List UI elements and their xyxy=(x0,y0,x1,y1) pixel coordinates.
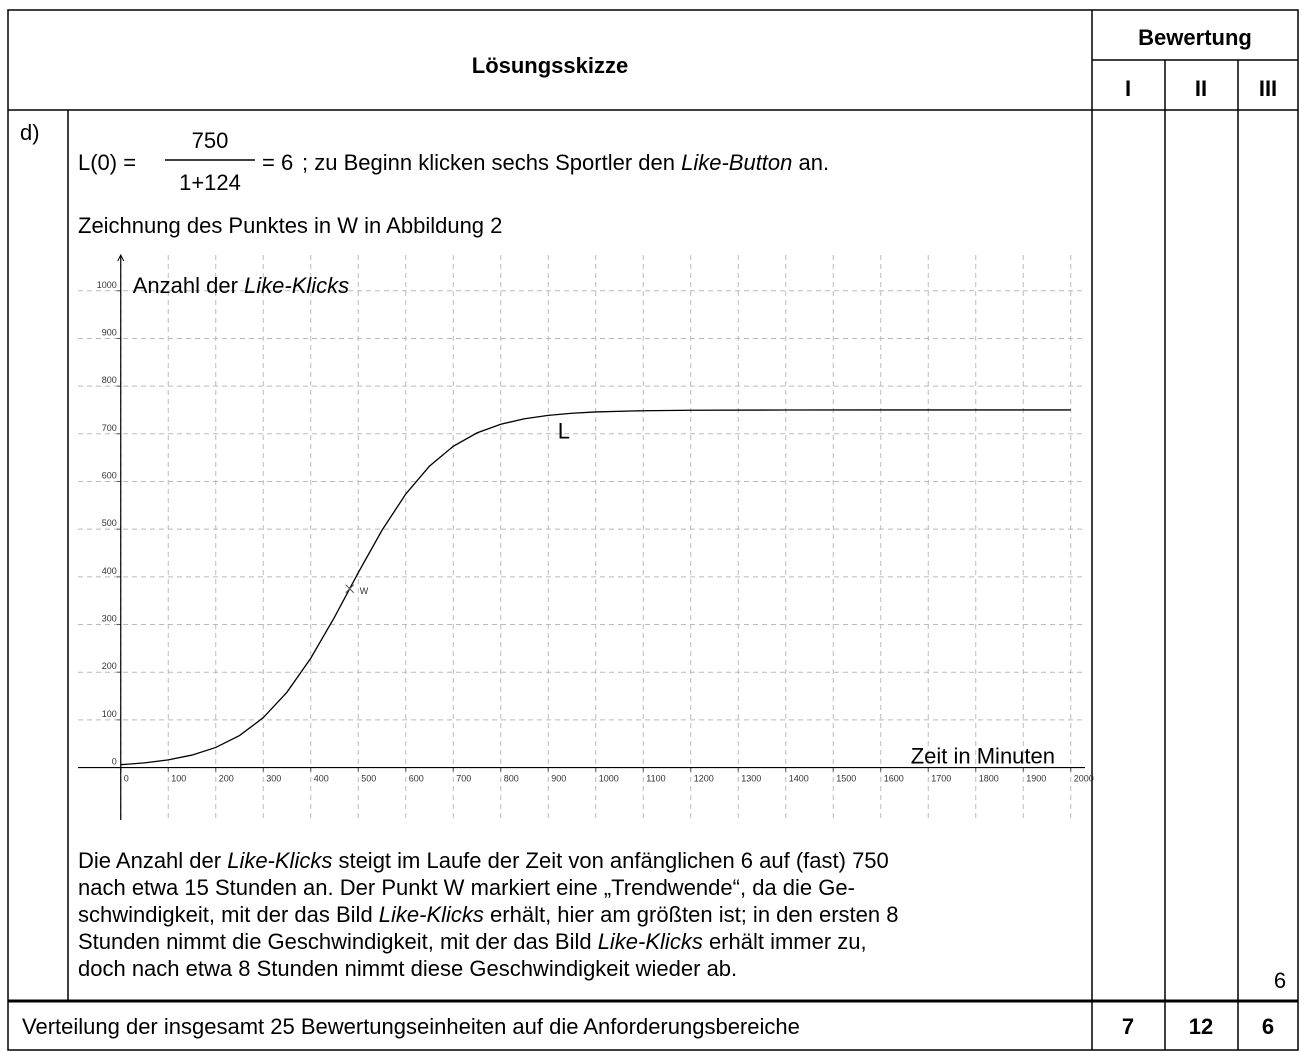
text-segment: Like-Klicks xyxy=(379,902,484,927)
x-axis-label: Zeit in Minuten xyxy=(911,744,1055,769)
table-lines xyxy=(7,9,1299,1051)
y-tick-label: 900 xyxy=(102,327,117,337)
footer-score: 7 xyxy=(1122,1014,1134,1039)
x-tick-label: 800 xyxy=(504,774,519,784)
curve-label: L xyxy=(558,419,570,444)
x-tick-label: 1600 xyxy=(884,774,904,784)
score: 6 xyxy=(1274,968,1286,993)
y-tick-label: 300 xyxy=(102,614,117,624)
text-segment: Anzahl der xyxy=(133,273,244,298)
x-tick-label: 100 xyxy=(171,774,186,784)
chart: 0 100 200 300 400 500 600 700 800 900 1000 1100 1200… xyxy=(78,253,1094,820)
text-segment: nach etwa 15 Stunden an. Der Punkt W mar… xyxy=(78,875,855,900)
formula-numerator: 750 xyxy=(192,128,229,153)
x-tick-label: 0 xyxy=(124,774,129,784)
x-tick-label: 500 xyxy=(361,774,376,784)
x-tick-label: 1000 xyxy=(599,774,619,784)
text-segment: Like-Button xyxy=(681,150,792,175)
header-title: Lösungsskizze xyxy=(472,53,628,78)
text-segment: ; zu Beginn klicken sechs Sportler den xyxy=(302,150,681,175)
y-tick-label: 200 xyxy=(102,661,117,671)
paragraph-line: Die Anzahl der Like-Klicks steigt im Lau… xyxy=(78,848,889,873)
paragraph-line: Stunden nimmt die Geschwindigkeit, mit d… xyxy=(78,929,867,954)
paragraph-line: nach etwa 15 Stunden an. Der Punkt W mar… xyxy=(78,875,855,900)
footer-text: Verteilung der insgesamt 25 Bewertungsei… xyxy=(22,1014,800,1039)
instruction: Zeichnung des Punktes in W in Abbildung … xyxy=(78,213,502,238)
y-tick-label: 400 xyxy=(102,566,117,576)
level: III xyxy=(1259,76,1277,101)
x-tick-label: 600 xyxy=(409,774,424,784)
y-tick-label: 600 xyxy=(102,470,117,480)
text-segment: doch nach etwa 8 Stunden nimmt diese Ges… xyxy=(78,956,737,981)
x-tick-label: 1800 xyxy=(979,774,999,784)
y-tick-label: 500 xyxy=(102,518,117,528)
text-segment: Die Anzahl der xyxy=(78,848,227,873)
level: I xyxy=(1125,76,1131,101)
level: II xyxy=(1195,76,1207,101)
axis-arrow xyxy=(117,253,125,262)
text-segment: schwindigkeit, mit der das Bild xyxy=(78,902,379,927)
text-segment: erhält, hier am größten ist; in den erst… xyxy=(484,902,899,927)
header-rating: Bewertung xyxy=(1138,25,1252,50)
y-tick-label: 0 xyxy=(112,757,117,767)
y-axis-label: Anzahl der Like-Klicks xyxy=(133,273,349,298)
x-tick-label: 400 xyxy=(314,774,329,784)
text-segment: erhält immer zu, xyxy=(703,929,867,954)
x-tick-label: 700 xyxy=(456,774,471,784)
x-tick-label: 1700 xyxy=(931,774,951,784)
point-marker xyxy=(345,584,355,594)
formula-denominator: 1+124 xyxy=(179,170,241,195)
paragraph-line: schwindigkeit, mit der das Bild Like-Kli… xyxy=(78,902,898,927)
formula-lhs: L(0) = xyxy=(78,150,136,175)
x-tick-label: 200 xyxy=(219,774,234,784)
y-tick-label: 700 xyxy=(102,423,117,433)
point-label: W xyxy=(360,586,369,596)
curve xyxy=(120,409,1071,766)
formula-result: = 6 xyxy=(262,150,293,175)
x-tick-label: 1400 xyxy=(789,774,809,784)
table-border xyxy=(7,9,1299,1051)
footer-score: 6 xyxy=(1262,1014,1274,1039)
x-tick-label: 1200 xyxy=(694,774,714,784)
x-tick-label: 1500 xyxy=(836,774,856,784)
task-label: d) xyxy=(20,120,40,145)
x-tick-label: 1900 xyxy=(1026,774,1046,784)
x-tick-label: 300 xyxy=(266,774,281,784)
text-segment: Like-Klicks xyxy=(227,848,332,873)
text-segment: Like-Klicks xyxy=(598,929,703,954)
y-tick-label: 100 xyxy=(102,709,117,719)
x-tick-label: 1300 xyxy=(741,774,761,784)
formula-text: ; zu Beginn klicken sechs Sportler den L… xyxy=(302,150,829,175)
x-tick-label: 2000 xyxy=(1074,774,1094,784)
paragraph-line: doch nach etwa 8 Stunden nimmt diese Ges… xyxy=(78,956,737,981)
text-segment: steigt im Laufe der Zeit von anfängliche… xyxy=(332,848,888,873)
text-segment: an. xyxy=(792,150,829,175)
footer-score: 12 xyxy=(1189,1014,1213,1039)
x-tick-label: 900 xyxy=(551,774,566,784)
paragraph: Die Anzahl der Like-Klicks steigt im Lau… xyxy=(78,848,898,981)
x-tick-label: 1100 xyxy=(646,774,665,784)
y-tick-label: 1000 xyxy=(97,280,117,290)
text-segment: Stunden nimmt die Geschwindigkeit, mit d… xyxy=(78,929,598,954)
text-segment: Like-Klicks xyxy=(244,273,349,298)
y-tick-label: 800 xyxy=(102,375,117,385)
